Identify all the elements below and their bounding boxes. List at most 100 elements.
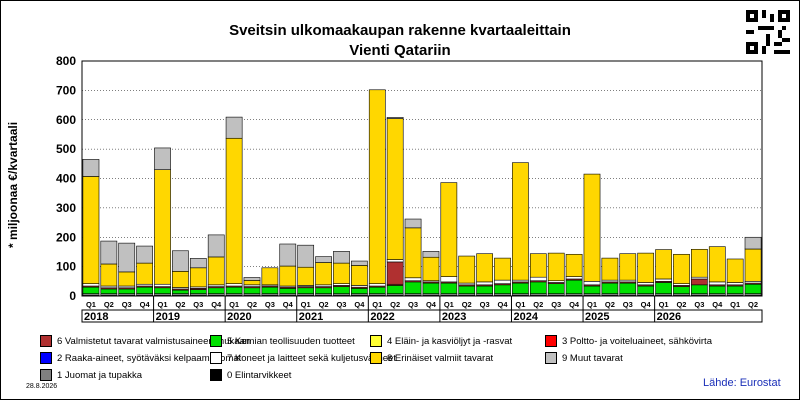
legend-swatch [40, 369, 52, 381]
bar-segment [619, 282, 637, 294]
bar-segment [476, 253, 493, 283]
x-tick-label: Q1 [158, 300, 168, 309]
bar-segment [655, 278, 672, 282]
bar-segment [100, 240, 118, 265]
bar-segment [118, 271, 136, 287]
legend-item: 3 Poltto- ja voiteluaineet, sähkövirta [545, 335, 712, 347]
legend-label: 5 Kemian teollisuuden tuotteet [227, 335, 355, 347]
bar-segment [708, 285, 726, 294]
bar-segment [154, 169, 171, 285]
x-tick-label: Q1 [444, 300, 454, 309]
bar-segment [476, 285, 493, 294]
legend-label: 3 Poltto- ja voiteluaineet, sähkövirta [562, 335, 712, 347]
legend-item: 5 Kemian teollisuuden tuotteet [210, 335, 355, 347]
bar-segment [512, 162, 529, 281]
legend-item: 4 Eläin- ja kasviöljyt ja -rasvat [370, 335, 512, 347]
bar-segment [351, 288, 368, 294]
bar-segment [583, 281, 601, 286]
bar-segment [315, 262, 332, 286]
legend-label: 8 Erinäiset valmiit tavarat [387, 352, 494, 364]
legend-swatch [40, 335, 52, 347]
legend-item: 8 Erinäiset valmiit tavarat [370, 352, 493, 364]
bar-segment [189, 289, 207, 294]
bar-segment [261, 286, 279, 294]
bar-segment [82, 283, 100, 287]
year-label: 2026 [657, 311, 681, 323]
bar-segment [172, 289, 189, 294]
year-label: 2021 [299, 311, 323, 323]
qr-code-icon [746, 10, 790, 54]
x-tick-label: Q4 [641, 300, 652, 309]
bar-segment [440, 182, 458, 277]
bar-segment [315, 287, 332, 294]
bar-segment [333, 262, 350, 284]
bar-segment [154, 287, 171, 294]
bar-segment [512, 282, 529, 294]
x-tick-label: Q3 [408, 300, 418, 309]
legend-label: 1 Juomat ja tupakka [57, 369, 143, 381]
bar-segment [368, 89, 386, 284]
legend-label: 9 Muut tavarat [562, 352, 623, 364]
x-tick-label: Q3 [265, 300, 275, 309]
bar-segment [279, 265, 297, 287]
bar-segment [225, 283, 243, 287]
bar-segment [601, 257, 619, 281]
bar-segment [82, 176, 100, 284]
y-tick-label: 100 [56, 260, 76, 274]
bar-segment [601, 282, 619, 294]
bar-segment [547, 252, 565, 282]
bar-segment [82, 286, 100, 294]
legend-swatch [545, 352, 557, 364]
bar-segment [422, 282, 440, 294]
bar-segment [386, 117, 404, 119]
year-label: 2019 [156, 311, 180, 323]
bar-segment [100, 288, 118, 294]
bar-segment [404, 281, 422, 294]
year-label: 2023 [442, 311, 466, 323]
bar-segment [351, 265, 368, 286]
bar-segment [154, 283, 171, 287]
bar-segment [458, 285, 476, 294]
legend-swatch [210, 335, 222, 347]
year-label: 2025 [585, 311, 609, 323]
bar-segment [744, 236, 762, 250]
x-tick-label: Q2 [533, 300, 543, 309]
x-tick-label: Q3 [694, 300, 704, 309]
date-stamp: 28.8.2026 [26, 383, 58, 390]
y-tick-label: 700 [56, 83, 76, 97]
bar-segment [422, 251, 440, 258]
x-tick-label: Q3 [122, 300, 132, 309]
bar-segment [655, 282, 672, 294]
bar-segment [494, 257, 511, 281]
bar-segment [726, 258, 744, 283]
x-tick-label: Q2 [748, 300, 758, 309]
x-tick-label: Q4 [498, 300, 509, 309]
legend-swatch [370, 352, 382, 364]
legend-swatch [545, 335, 557, 347]
x-tick-label: Q3 [551, 300, 561, 309]
legend-item: 2 Raaka-aineet, syötäväksi kelpaamattoma… [40, 352, 241, 364]
bar-segment [673, 286, 690, 294]
bar-segment [404, 277, 422, 282]
bar-segment [207, 287, 225, 294]
bar-segment [708, 246, 726, 283]
x-tick-label: Q4 [569, 300, 580, 309]
bar-segment [529, 253, 547, 278]
x-tick-label: Q3 [336, 300, 346, 309]
x-tick-label: Q4 [211, 300, 222, 309]
bar-segment [368, 286, 386, 294]
y-tick-label: 200 [56, 230, 76, 244]
bar-segment [100, 263, 118, 287]
x-tick-label: Q4 [426, 300, 437, 309]
legend-swatch [210, 352, 222, 364]
bar-segment [619, 253, 637, 281]
source-label: Lähde: Eurostat [703, 377, 781, 389]
legend: 6 Valmistetut tavarat valmistusaineen mu… [40, 335, 800, 385]
bar-segment [529, 276, 547, 282]
y-tick-label: 800 [56, 54, 76, 68]
bar-segment [637, 252, 655, 283]
legend-swatch [40, 352, 52, 364]
year-label: 2022 [370, 311, 394, 323]
bar-segment [565, 276, 583, 280]
x-tick-label: Q2 [676, 300, 686, 309]
